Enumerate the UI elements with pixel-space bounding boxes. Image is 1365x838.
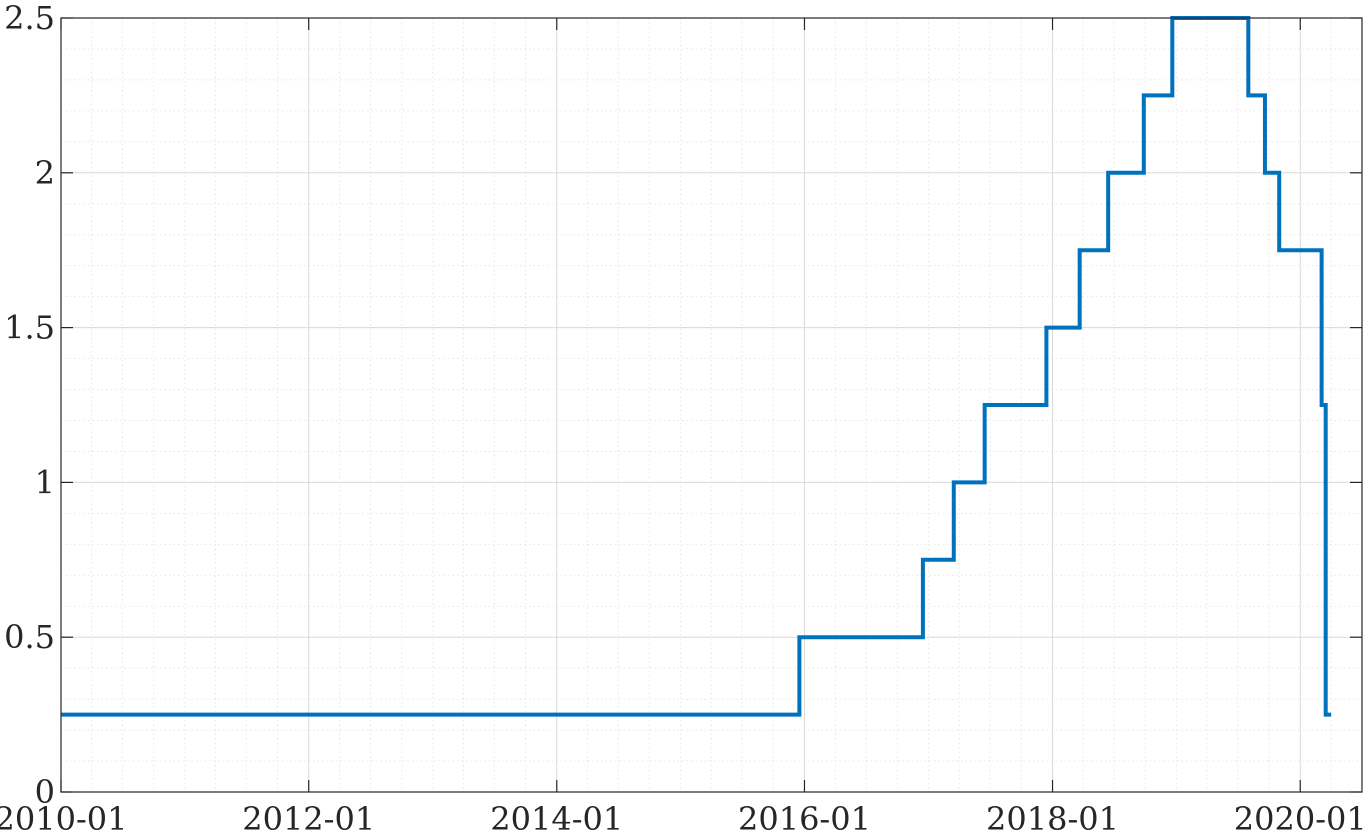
x-tick-label: 2010-01	[0, 800, 127, 838]
x-tick-label: 2020-01	[1234, 800, 1365, 838]
x-tick-label: 2012-01	[242, 800, 375, 838]
y-tick-label: 0.5	[4, 618, 55, 656]
ticks	[60, 17, 1362, 793]
x-tick-label: 2018-01	[986, 800, 1119, 838]
y-tick-label: 2	[35, 154, 55, 192]
y-tick-label: 1	[35, 463, 55, 501]
y-tick-labels: 0 0.5 1 1.5 2 2.5	[4, 0, 55, 811]
grid	[60, 17, 1362, 793]
axes-box	[60, 17, 1363, 793]
x-tick-labels: 2010-01 2012-01 2014-01 2016-01 2018-01 2020-…	[0, 800, 1365, 838]
series-line	[61, 16, 1332, 717]
series-layer	[61, 16, 1332, 717]
y-tick-label: 0	[35, 773, 55, 811]
x-tick-label: 2016-01	[738, 800, 871, 838]
y-tick-label: 1.5	[4, 309, 55, 347]
x-tick-label: 2014-01	[490, 800, 623, 838]
y-tick-label: 2.5	[4, 0, 55, 37]
